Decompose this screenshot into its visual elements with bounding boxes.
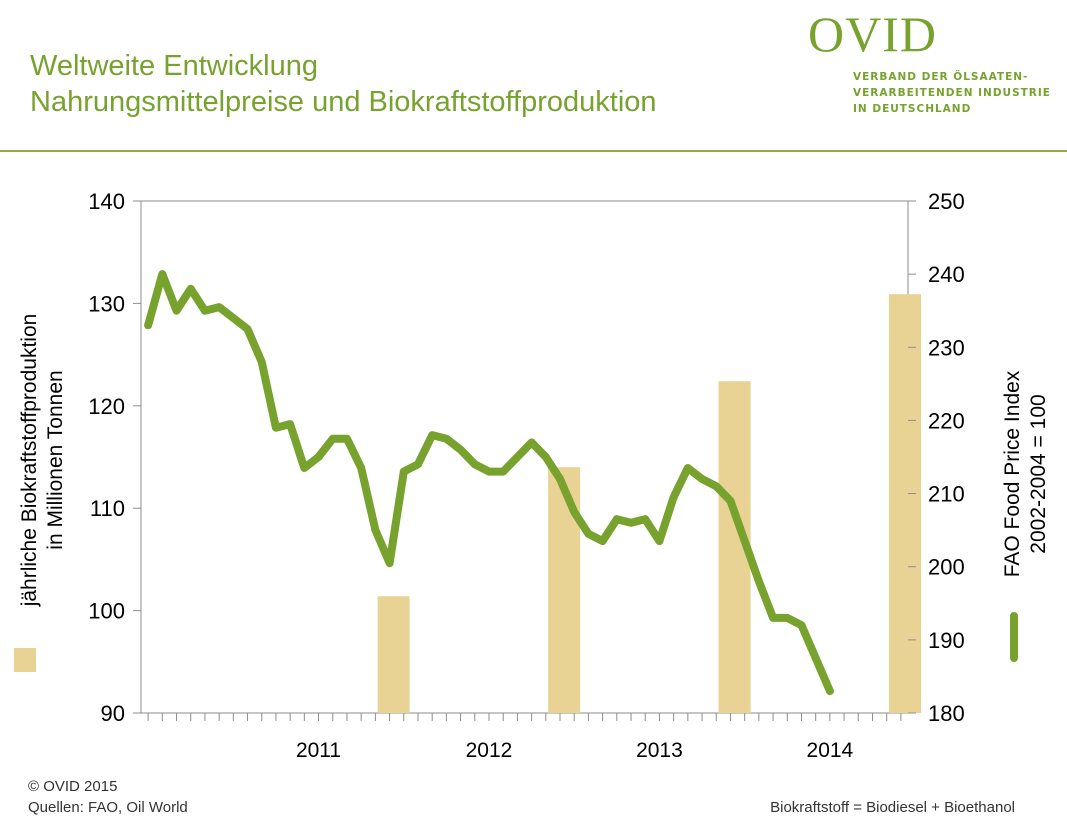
- year-label-2012: 2012: [466, 739, 513, 762]
- logo-tagline-3: IN DEUTSCHLAND: [853, 103, 972, 115]
- year-label-2013: 2013: [636, 739, 683, 762]
- plot-area: [140, 200, 909, 714]
- footer-note: Biokraftstoff = Biodiesel + Bioethanol: [770, 799, 1015, 816]
- left-tick-label: 140: [88, 189, 125, 214]
- bars-layer: [377, 294, 921, 713]
- logo-tagline-2: VERARBEITENDEN INDUSTRIE: [853, 87, 1051, 99]
- page-title-line-2: Nahrungsmittelpreise und Biokraftstoffpr…: [30, 86, 657, 118]
- bar-2014: [889, 294, 921, 713]
- logo-wordmark: OVID: [808, 6, 937, 62]
- footer-copyright: © OVID 2015: [28, 778, 118, 795]
- right-tick-label: 230: [928, 335, 965, 360]
- legend-bar-swatch: [14, 648, 36, 672]
- page-title-line-1: Weltweite Entwicklung: [30, 50, 318, 82]
- right-tick-label: 180: [928, 701, 965, 726]
- right-tick-label: 210: [928, 482, 965, 507]
- bar-2012: [548, 467, 581, 713]
- left-tick-label: 90: [101, 701, 125, 726]
- right-tick-label: 190: [928, 628, 965, 653]
- right-tick-label: 220: [928, 408, 965, 433]
- left-axis-label-line-2: in Millionen Tonnen: [44, 370, 67, 549]
- bar-2011: [377, 596, 410, 713]
- year-label-2014: 2014: [807, 739, 854, 762]
- ovid-logo: OVID VERBAND DER ÖLSAATEN- VERARBEITENDE…: [808, 8, 1058, 118]
- food-price-index-line: [144, 270, 834, 696]
- footer-sources: Quellen: FAO, Oil World: [28, 799, 188, 816]
- year-label-2011: 2011: [296, 739, 341, 762]
- left-tick-label: 130: [88, 291, 125, 316]
- line-layer: [144, 270, 834, 696]
- left-tick-label: 100: [88, 599, 125, 624]
- right-axis-label-line-2: 2002-2004 = 100: [1027, 394, 1050, 553]
- header-divider: [0, 150, 1067, 152]
- right-tick-label: 250: [928, 189, 965, 214]
- axes-layer: 90 100 110 120 130 140 180 190 200 210 220 230 240 25…: [88, 189, 964, 762]
- right-tick-label: 240: [928, 262, 965, 287]
- left-axis-label-line-1: jährliche Biokraftstoffproduktion: [18, 314, 41, 608]
- right-axis-label-line-1: FAO Food Price Index: [1001, 370, 1024, 577]
- left-tick-label: 120: [88, 394, 125, 419]
- logo-tagline-1: VERBAND DER ÖLSAATEN-: [853, 71, 1029, 83]
- right-tick-label: 200: [928, 555, 965, 580]
- left-tick-label: 110: [90, 496, 125, 521]
